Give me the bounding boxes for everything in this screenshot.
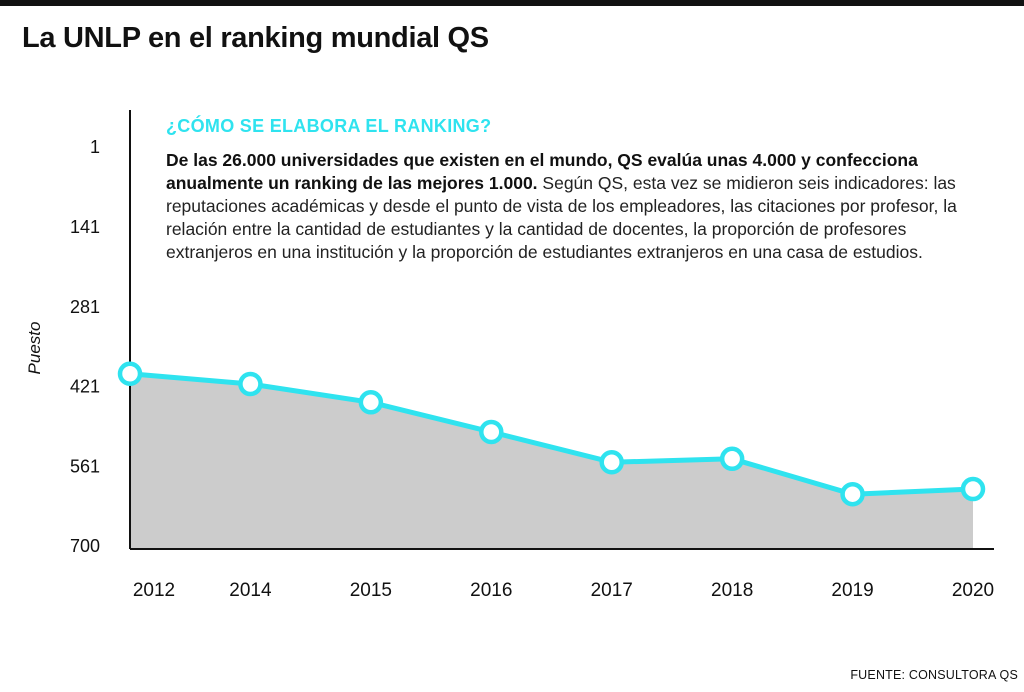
- y-tick-label: 281: [70, 297, 100, 317]
- axis-layer: Puesto: [25, 110, 994, 550]
- area-fill: [130, 373, 973, 549]
- x-tick-label: 2015: [350, 580, 392, 601]
- line-layer: [127, 371, 976, 497]
- data-point: [238, 371, 263, 397]
- data-point: [358, 390, 384, 415]
- y-tick-label: 561: [70, 457, 100, 477]
- x-tick-label: 2018: [711, 580, 753, 601]
- y-axis-label: Puesto: [25, 322, 44, 375]
- x-tick-label: 2017: [591, 580, 633, 601]
- top-rule: [0, 0, 1024, 6]
- y-tick-label: 1: [90, 137, 100, 157]
- y-tick-label: 141: [70, 217, 100, 237]
- tick-layer: 1 141 281 421 561 700 2012 2014 2015 2016 2017 2018…: [70, 137, 994, 601]
- source-note: FUENTE: CONSULTORA QS: [850, 668, 1018, 682]
- info-body-bold: De las 26.000 universidades que existen …: [166, 150, 918, 193]
- y-tick-label: 421: [70, 377, 100, 397]
- x-tick-label: 2019: [831, 580, 873, 601]
- info-heading: ¿CÓMO SE ELABORA EL RANKING?: [166, 116, 492, 136]
- x-tick-label: 2012: [133, 580, 175, 601]
- info-body-regular: Según QS, esta vez se midieron seis indi…: [166, 173, 957, 262]
- data-point: [599, 449, 624, 475]
- info-box: ¿CÓMO SE ELABORA EL RANKING? De las 26.0…: [166, 116, 966, 264]
- y-tick-label: 700: [70, 536, 100, 556]
- data-point: [117, 361, 143, 387]
- data-point: [840, 481, 865, 507]
- series-line: [127, 371, 976, 497]
- data-point: [719, 446, 745, 472]
- data-point: [479, 419, 504, 445]
- x-tick-label: 2016: [470, 580, 512, 601]
- x-tick-label: 2014: [229, 580, 272, 601]
- area-layer: [130, 373, 973, 549]
- point-layer: [117, 361, 986, 507]
- x-tick-label: 2020: [952, 580, 994, 601]
- info-body: De las 26.000 universidades que existen …: [166, 149, 966, 264]
- data-point: [960, 476, 986, 502]
- chart-title: La UNLP en el ranking mundial QS: [22, 22, 489, 54]
